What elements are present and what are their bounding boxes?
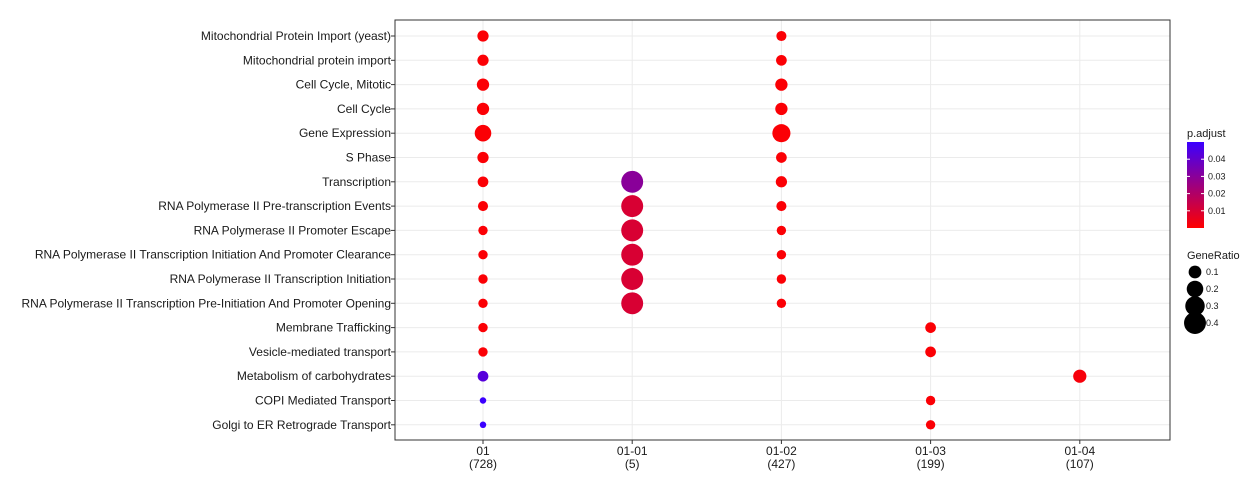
size-legend-dot xyxy=(1184,312,1206,334)
color-legend-ticks: 0.04 0.03 0.02 0.01 xyxy=(1187,154,1226,216)
y-tick-label: RNA Polymerase II Transcription Initiati… xyxy=(170,272,391,286)
y-tick-label: Transcription xyxy=(322,175,391,189)
data-point xyxy=(474,124,492,142)
data-point xyxy=(1073,369,1087,383)
data-point xyxy=(478,274,488,284)
data-point xyxy=(776,250,787,260)
data-point xyxy=(775,102,788,116)
size-legend-dot xyxy=(1185,296,1205,316)
y-tick-label: Golgi to ER Retrograde Transport xyxy=(212,418,391,432)
y-tick-label: Gene Expression xyxy=(299,126,391,140)
color-legend-title: p.adjust xyxy=(1187,128,1226,140)
color-legend-tick-label: 0.04 xyxy=(1208,154,1226,164)
data-point xyxy=(772,124,791,143)
x-tick-label: 01-03 xyxy=(915,444,946,458)
size-legend-dot xyxy=(1188,265,1202,279)
data-point xyxy=(776,274,787,284)
data-point xyxy=(479,421,487,429)
size-legend: GeneRatio 0.1 0.2 0.3 0.4 xyxy=(1184,250,1240,334)
data-point xyxy=(621,268,644,290)
color-legend-tick-label: 0.01 xyxy=(1208,206,1226,216)
data-point xyxy=(477,30,489,42)
data-point xyxy=(479,397,487,404)
y-tick-label: S Phase xyxy=(346,151,392,165)
data-point xyxy=(925,322,936,333)
size-legend-label: 0.3 xyxy=(1206,301,1219,311)
x-tick-count: (5) xyxy=(625,457,640,471)
data-point xyxy=(621,195,644,218)
y-tick-label: Metabolism of carbohydrates xyxy=(237,369,391,383)
data-point xyxy=(775,176,788,188)
y-tick-label: Cell Cycle xyxy=(337,102,391,116)
y-tick-label: Membrane Trafficking xyxy=(276,321,391,335)
data-point xyxy=(776,54,787,66)
data-point xyxy=(478,347,488,357)
size-legend-items: 0.1 0.2 0.3 0.4 xyxy=(1184,265,1219,334)
y-tick-label: RNA Polymerase II Pre-transcription Even… xyxy=(158,199,391,213)
data-point xyxy=(478,225,488,236)
size-legend-label: 0.2 xyxy=(1206,284,1219,294)
data-point xyxy=(621,243,644,266)
size-legend-title: GeneRatio xyxy=(1187,250,1240,262)
y-tick-label: Vesicle-mediated transport xyxy=(249,345,392,359)
x-tick-label: 01-04 xyxy=(1064,444,1095,458)
x-tick-count: (427) xyxy=(767,457,795,471)
data-point xyxy=(478,250,488,260)
y-tick-label: RNA Polymerase II Transcription Initiati… xyxy=(35,248,391,262)
data-points xyxy=(474,30,1087,430)
size-legend-label: 0.4 xyxy=(1206,318,1219,328)
color-legend: p.adjust 0.04 0.03 0.02 0.01 xyxy=(1187,128,1226,228)
x-tick-count: (728) xyxy=(469,457,497,471)
y-tick-label: Mitochondrial protein import xyxy=(243,53,392,67)
data-point xyxy=(477,54,489,66)
size-legend-label: 0.1 xyxy=(1206,267,1219,277)
data-point xyxy=(776,152,787,163)
color-legend-bar xyxy=(1187,142,1204,228)
color-legend-tick-label: 0.03 xyxy=(1208,171,1226,181)
data-point xyxy=(477,370,489,382)
data-point xyxy=(776,30,787,42)
y-tick-label: Mitochondrial Protein Import (yeast) xyxy=(201,29,391,43)
x-tick-label: 01-02 xyxy=(766,444,797,458)
data-point xyxy=(476,102,490,116)
data-point xyxy=(776,298,787,308)
color-legend-tick-label: 0.02 xyxy=(1208,189,1226,199)
data-point xyxy=(478,322,488,333)
size-legend-dot xyxy=(1186,280,1204,298)
y-tick-label: COPI Mediated Transport xyxy=(255,394,392,408)
data-point xyxy=(621,292,644,315)
x-tick-label: 01-01 xyxy=(617,444,648,458)
data-point xyxy=(775,78,788,91)
data-point xyxy=(925,395,936,406)
data-point xyxy=(925,346,936,358)
y-tick-label: Cell Cycle, Mitotic xyxy=(296,78,391,92)
y-tick-label: RNA Polymerase II Transcription Pre-Init… xyxy=(21,296,391,310)
data-point xyxy=(477,176,489,188)
data-point xyxy=(621,219,644,242)
data-point xyxy=(776,201,787,212)
y-axis: Mitochondrial Protein Import (yeast) Mito… xyxy=(21,29,395,432)
data-point xyxy=(477,151,489,164)
data-point xyxy=(477,201,489,212)
data-point xyxy=(621,170,644,193)
x-axis: 01(728) 01-01(5) 01-02(427) 01-03(199) 01-04… xyxy=(469,440,1095,471)
x-tick-label: 01 xyxy=(476,444,490,458)
data-point xyxy=(478,298,488,308)
data-point xyxy=(925,420,936,430)
y-tick-label: RNA Polymerase II Promoter Escape xyxy=(194,223,392,237)
x-tick-count: (199) xyxy=(917,457,945,471)
data-point xyxy=(776,225,787,236)
x-tick-count: (107) xyxy=(1066,457,1094,471)
data-point xyxy=(476,78,490,91)
